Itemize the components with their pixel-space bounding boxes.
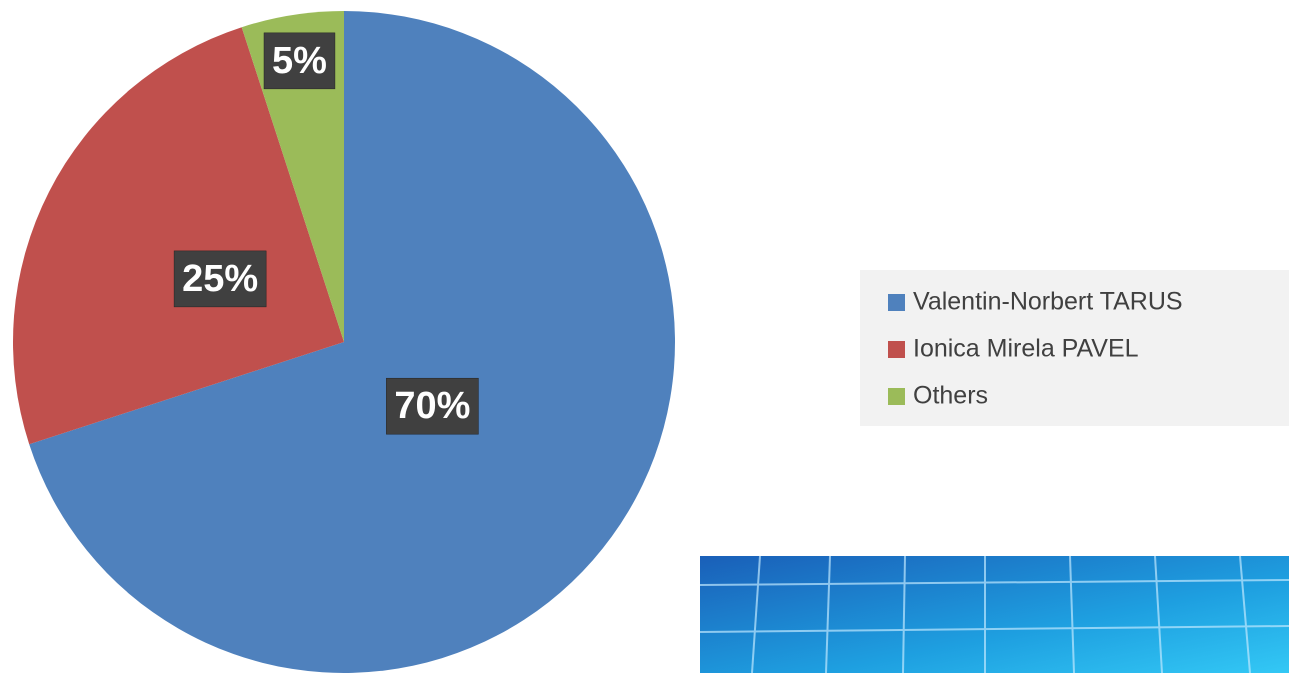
legend-swatch: [888, 294, 905, 311]
pie: [12, 11, 675, 673]
pie-slice: [12, 27, 344, 445]
legend: Valentin-Norbert TARUS Ionica Mirela PAVE…: [888, 288, 1183, 410]
data-labels: 70% 25% 5%: [173, 32, 479, 435]
legend-swatch: [888, 341, 905, 358]
pie-slice: [241, 11, 344, 342]
data-label: 70%: [394, 385, 470, 427]
data-label: 5%: [272, 40, 327, 82]
data-label-box: [263, 32, 336, 90]
data-label-box: [386, 377, 479, 435]
decorative-image: [699, 555, 1289, 673]
legend-label: Ionica Mirela PAVEL: [913, 335, 1139, 363]
legend-swatch: [888, 388, 905, 405]
legend-box: [860, 270, 1289, 426]
pie-slice: [29, 11, 675, 673]
data-label: 25%: [182, 258, 258, 300]
legend-label: Valentin-Norbert TARUS: [913, 288, 1183, 316]
data-label-box: [173, 250, 267, 308]
legend-label: Others: [913, 382, 988, 410]
